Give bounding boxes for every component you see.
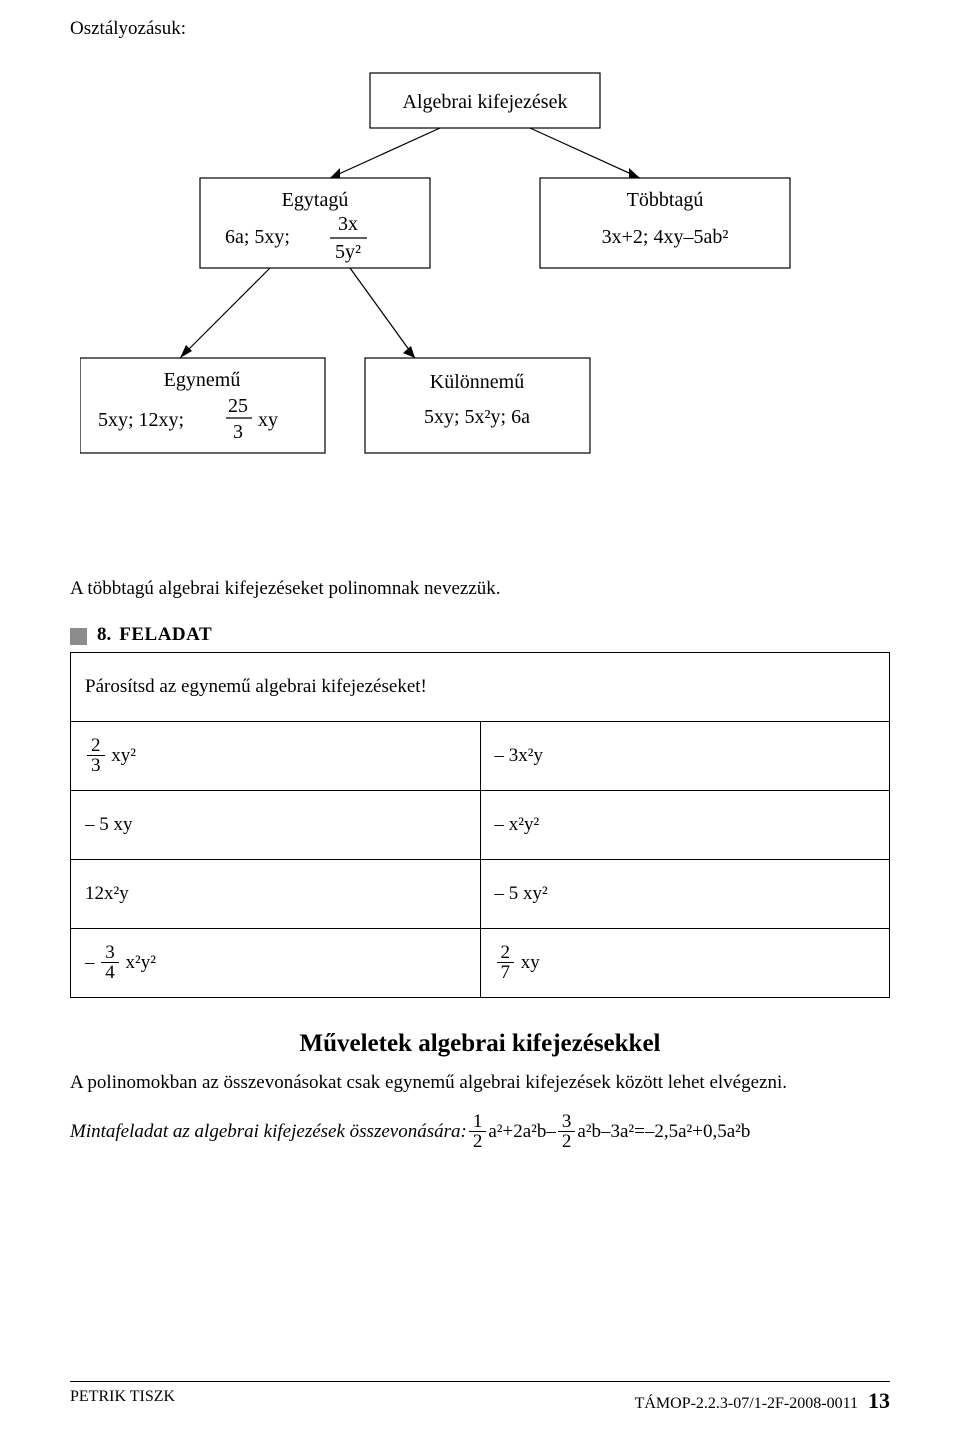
node-egytagu-frac-num: 3x: [338, 213, 358, 235]
cell-left: – 5 xy: [71, 791, 481, 860]
node-tobbtagu-title: Többtagú: [627, 189, 704, 211]
task-label: FELADAT: [119, 624, 212, 646]
task-square-icon: [70, 628, 87, 645]
cell-right: – x²y²: [480, 791, 890, 860]
svg-text:6a; 5xy;: 6a; 5xy;: [225, 226, 290, 248]
node-egytagu-title: Egytagú: [282, 189, 349, 211]
task-prompt: Párosítsd az egynemű algebrai kifejezése…: [71, 653, 890, 722]
task-number: 8.: [97, 624, 111, 646]
cell-left: 12x²y: [71, 860, 481, 929]
cell-frac: 2 3: [87, 736, 105, 777]
node-egynemu-prefix: 5xy; 12xy;: [98, 409, 184, 431]
match-table: Párosítsd az egynemű algebrai kifejezése…: [70, 652, 890, 998]
task-heading: 8. FELADAT: [70, 624, 890, 646]
node-egynemu-frac-num: 25: [228, 395, 248, 417]
node-root-label: Algebrai kifejezések: [403, 91, 568, 113]
section-title: Műveletek algebrai kifejezésekkel: [70, 1030, 890, 1058]
section-paragraph: A polinomokban az összevonásokat csak eg…: [70, 1072, 890, 1094]
node-egytagu-prefix: 6a; 5xy;: [225, 226, 290, 248]
footer-right-text: TÁMOP-2.2.3-07/1-2F-2008-0011: [635, 1395, 858, 1412]
node-kulonnemu-expr: 5xy; 5x²y; 6a: [424, 406, 530, 428]
node-egynemu-suffix: xy: [258, 409, 278, 431]
cell-right: – 3x²y: [480, 722, 890, 791]
node-egynemu-title: Egynemű: [164, 369, 241, 391]
page-footer: PETRIK TISZK TÁMOP-2.2.3-07/1-2F-2008-00…: [70, 1381, 890, 1414]
node-egynemu-frac-den: 3: [233, 421, 243, 443]
cell-expr-after: xy: [521, 951, 540, 972]
table-row: 2 3 xy² – 3x²y: [71, 722, 890, 791]
classification-diagram: Algebrai kifejezések Egytagú 6a; 5xy; 3x…: [80, 58, 900, 548]
cell-expr-after: x²y²: [126, 951, 156, 972]
svg-text:5xy; 12xy;: 5xy; 12xy;: [98, 409, 184, 431]
footer-page-number: 13: [868, 1388, 890, 1413]
node-kulonnemu-title: Különnemű: [430, 371, 524, 393]
sentence-after-tree: A többtagú algebrai kifejezéseket polino…: [70, 578, 890, 600]
cell-expr-after: xy²: [111, 744, 136, 765]
cell-frac: 3 4: [101, 943, 119, 984]
cell-right: – 5 xy²: [480, 860, 890, 929]
table-row: – 3 4 x²y² 2 7 xy: [71, 929, 890, 998]
intro-text: Osztályozásuk:: [70, 18, 890, 40]
example-label: Mintafeladat az algebrai kifejezések öss…: [70, 1121, 467, 1143]
cell-frac: 2 7: [497, 943, 515, 984]
neg-sign: –: [85, 951, 99, 972]
node-tobbtagu-expr: 3x+2; 4xy–5ab²: [602, 226, 729, 248]
node-egytagu-frac-den: 5y²: [335, 241, 361, 263]
footer-left: PETRIK TISZK: [70, 1388, 175, 1414]
table-row: – 5 xy – x²y²: [71, 791, 890, 860]
example-equation: Mintafeladat az algebrai kifejezések öss…: [70, 1112, 890, 1153]
table-row: 12x²y – 5 xy²: [71, 860, 890, 929]
